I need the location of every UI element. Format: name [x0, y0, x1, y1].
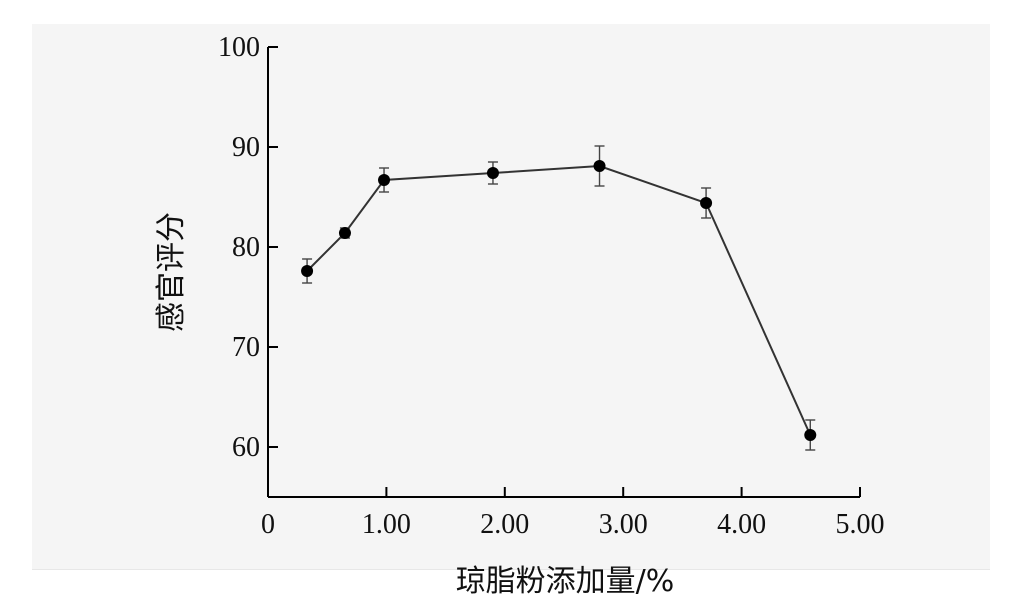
data-point: [700, 197, 713, 209]
data-point: [804, 429, 817, 441]
chart-axes: [267, 47, 860, 498]
data-point: [338, 227, 351, 239]
x-tick-label: 2.00: [480, 509, 529, 540]
x-axis-title: 琼脂粉添加量/%: [456, 564, 675, 599]
x-tick-label: 5.00: [836, 509, 885, 540]
x-tick-label: 4.00: [717, 509, 766, 540]
y-tick-label: 70: [232, 332, 260, 363]
y-tick-label: 80: [232, 232, 260, 263]
y-tick-label: 100: [218, 32, 260, 63]
chart-ticks: 60 70 80 90 100 0 1.00 2.00 3.00 4.00 5.00: [218, 32, 885, 540]
chart-panel: [32, 24, 990, 569]
series-line: [306, 164, 812, 436]
x-tick-label: 3.00: [599, 509, 648, 540]
data-point: [593, 160, 606, 172]
data-point: [301, 265, 314, 277]
y-tick-label: 60: [232, 432, 260, 463]
y-axis-title: 感官评分: [154, 212, 189, 332]
data-point: [378, 174, 391, 186]
x-tick-label: 1.00: [362, 509, 411, 540]
panel-bottom-border: [32, 569, 990, 570]
y-tick-label: 90: [232, 132, 260, 163]
chart-series: [301, 145, 817, 451]
x-tick-label: 0: [261, 509, 275, 540]
data-point: [486, 167, 499, 179]
